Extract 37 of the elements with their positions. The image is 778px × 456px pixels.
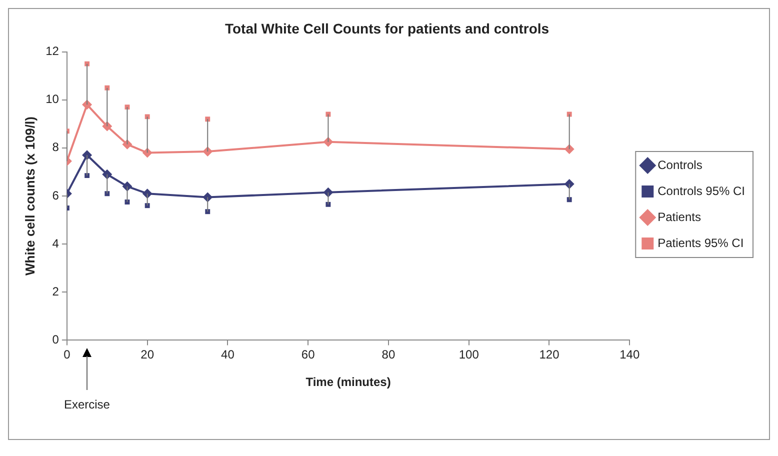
point: [564, 178, 574, 189]
point: [102, 121, 112, 132]
point: [202, 146, 213, 157]
point: [82, 150, 92, 160]
point: [323, 187, 334, 198]
point: [122, 181, 132, 192]
y-tick-label: 4: [52, 236, 60, 250]
y-tick-label: 0: [52, 332, 60, 347]
y-tick-label: 8: [52, 140, 60, 154]
x-tick-label: 80: [382, 348, 396, 362]
point: [142, 148, 152, 158]
x-tick-label: 20: [140, 348, 154, 362]
point: [202, 192, 213, 202]
point: [102, 169, 112, 180]
x-tick-label: 40: [221, 348, 235, 362]
x-tick-label: 0: [64, 348, 71, 362]
legend-label: Patients 95% CI: [658, 236, 744, 250]
legend-label: Controls 95% CI: [658, 184, 746, 198]
text: Exercise: [64, 398, 110, 412]
x-tick-label: 140: [620, 348, 640, 362]
point: [564, 144, 574, 154]
x-axis-title: Time (minutes): [306, 375, 391, 390]
y-axis-title: White cell counts (x 109/l): [22, 116, 38, 276]
point: [122, 139, 132, 150]
y-tick-label: 6: [52, 188, 60, 202]
point: [323, 136, 334, 147]
x-tick-label: 120: [539, 348, 560, 362]
point: [142, 188, 152, 199]
y-tick-label: 12: [46, 44, 60, 58]
x-tick-label: 60: [301, 348, 316, 362]
point: [82, 100, 92, 110]
legend-label: Patients: [658, 210, 701, 224]
y-tick-label: 2: [52, 284, 60, 298]
y-tick-label: 10: [46, 92, 60, 106]
chart-title: Total White Cell Counts for patients and controls: [224, 20, 550, 36]
x-tick-label: 100: [458, 348, 480, 362]
legend-label: Controls: [658, 158, 702, 172]
